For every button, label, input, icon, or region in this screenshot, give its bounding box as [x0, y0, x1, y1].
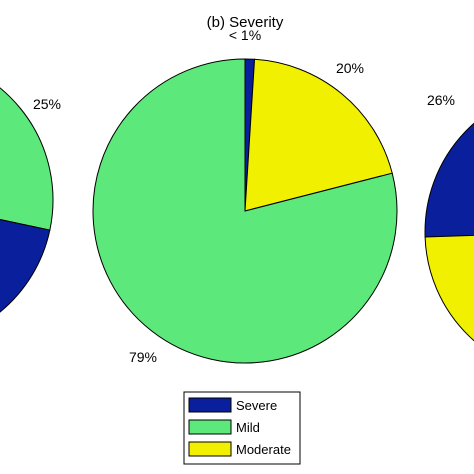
right-label-severe: 26% [427, 92, 455, 108]
center-pie-slice-mild [92, 58, 398, 364]
legend-label-mild: Mild [236, 420, 260, 435]
center-pie [92, 58, 398, 364]
legend-swatch-severe [188, 397, 232, 413]
left-pie-slice-mild [0, 87, 54, 231]
legend-swatch-mild [188, 419, 232, 435]
left-pie-slice-severe [0, 219, 51, 313]
right-pie-partial [424, 122, 474, 342]
legend-label-moderate: Moderate [236, 442, 291, 457]
right-pie-slice-moderate [424, 234, 474, 342]
legend: Severe Mild Moderate [183, 391, 301, 465]
center-pie-slice-moderate [244, 58, 393, 212]
center-label-severe: < 1% [229, 27, 261, 43]
legend-label-severe: Severe [236, 398, 277, 413]
right-pie-slice-severe [424, 122, 474, 238]
legend-swatch-moderate [188, 441, 232, 457]
left-label-mild: 25% [33, 96, 61, 112]
left-pie-partial [0, 87, 54, 313]
center-label-mild: 79% [129, 349, 157, 365]
center-label-moderate: 20% [336, 60, 364, 76]
chart-title: (b) Severity [207, 14, 284, 31]
